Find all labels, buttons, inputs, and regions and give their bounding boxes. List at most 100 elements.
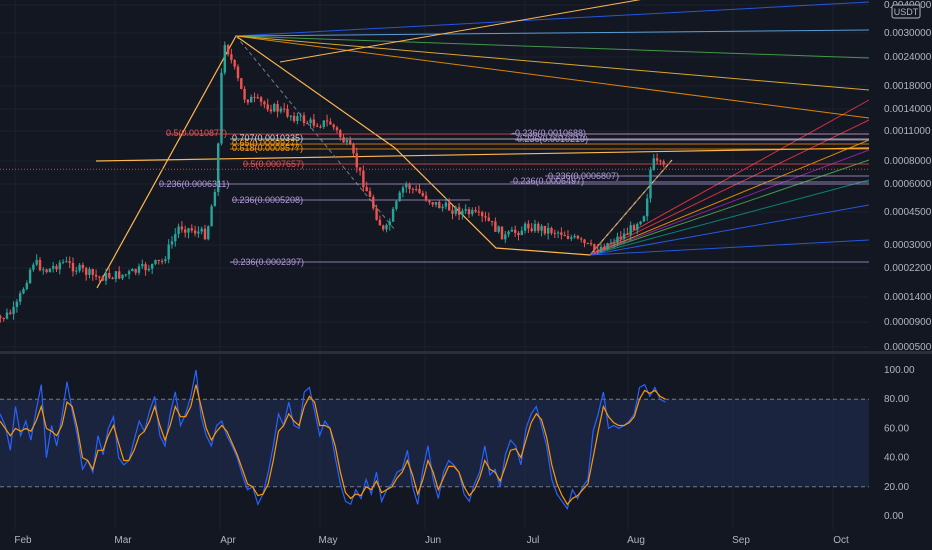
candle-body[interactable] [203, 228, 207, 240]
candle-body[interactable] [233, 60, 236, 67]
candle-body[interactable] [484, 216, 487, 218]
candle-body[interactable] [190, 228, 193, 231]
candle-body[interactable] [32, 264, 35, 270]
candle-body[interactable] [487, 217, 490, 221]
candle-body[interactable] [556, 232, 560, 234]
candle-body[interactable] [405, 184, 408, 188]
candle-body[interactable] [421, 193, 424, 196]
candle-body[interactable] [395, 201, 398, 209]
candle-body[interactable] [289, 115, 292, 117]
candles-group[interactable] [0, 41, 665, 327]
candle-body[interactable] [141, 264, 144, 267]
candle-body[interactable] [649, 169, 652, 199]
candle-body[interactable] [223, 45, 226, 73]
candle-body[interactable] [589, 243, 593, 245]
candle-body[interactable] [15, 301, 19, 307]
candle-body[interactable] [111, 277, 114, 280]
candle-body[interactable] [75, 270, 78, 272]
candle-body[interactable] [315, 125, 319, 127]
candle-body[interactable] [98, 276, 101, 278]
candle-body[interactable] [306, 122, 309, 124]
candle-body[interactable] [101, 276, 104, 281]
candle-body[interactable] [296, 116, 299, 121]
candle-body[interactable] [216, 143, 220, 192]
candle-body[interactable] [418, 188, 421, 194]
candle-body[interactable] [121, 274, 124, 279]
candle-body[interactable] [259, 97, 263, 102]
candle-body[interactable] [94, 274, 98, 277]
candle-body[interactable] [108, 273, 111, 278]
candle-body[interactable] [451, 210, 454, 214]
candle-body[interactable] [170, 241, 174, 245]
candle-body[interactable] [131, 269, 134, 272]
candle-body[interactable] [167, 244, 170, 260]
candle-body[interactable] [302, 115, 306, 123]
candle-body[interactable] [533, 223, 537, 232]
candle-body[interactable] [240, 78, 243, 89]
candle-body[interactable] [200, 228, 203, 232]
candle-body[interactable] [220, 72, 223, 144]
candle-body[interactable] [375, 208, 378, 220]
candle-body[interactable] [504, 234, 507, 240]
candle-body[interactable] [263, 101, 266, 105]
candle-body[interactable] [477, 211, 481, 213]
candle-body[interactable] [593, 244, 596, 251]
candle-body[interactable] [137, 266, 141, 273]
candle-body[interactable] [606, 243, 609, 250]
candle-body[interactable] [428, 200, 431, 203]
candle-body[interactable] [474, 210, 477, 212]
candle-body[interactable] [355, 153, 358, 168]
candle-body[interactable] [164, 259, 167, 262]
candle-body[interactable] [352, 144, 355, 154]
candle-body[interactable] [424, 195, 428, 201]
candle-body[interactable] [329, 121, 332, 125]
candle-body[interactable] [61, 261, 65, 263]
candle-body[interactable] [441, 206, 444, 209]
candle-body[interactable] [68, 261, 71, 263]
candle-body[interactable] [273, 103, 276, 112]
candle-body[interactable] [210, 206, 213, 227]
candle-body[interactable] [180, 226, 184, 230]
candle-body[interactable] [35, 259, 38, 265]
candle-body[interactable] [454, 207, 457, 214]
candle-body[interactable] [286, 108, 289, 117]
candle-body[interactable] [583, 239, 586, 244]
candle-body[interactable] [636, 224, 639, 231]
candle-body[interactable] [117, 271, 121, 279]
candle-body[interactable] [612, 242, 616, 244]
candle-body[interactable] [457, 207, 461, 215]
candle-body[interactable] [269, 109, 273, 112]
candle-body[interactable] [5, 312, 9, 319]
candle-body[interactable] [154, 259, 157, 264]
candle-body[interactable] [622, 233, 626, 239]
candle-body[interactable] [124, 274, 127, 276]
candle-body[interactable] [127, 271, 131, 275]
candle-body[interactable] [490, 220, 494, 222]
candle-body[interactable] [431, 202, 434, 205]
candle-body[interactable] [279, 108, 283, 112]
candle-body[interactable] [537, 223, 540, 231]
candle-body[interactable] [570, 237, 573, 239]
candle-body[interactable] [494, 221, 497, 232]
candle-body[interactable] [332, 124, 335, 128]
candle-body[interactable] [368, 191, 372, 197]
candle-body[interactable] [576, 235, 580, 239]
candle-body[interactable] [78, 264, 81, 271]
candle-body[interactable] [414, 188, 418, 190]
candle-body[interactable] [652, 158, 655, 170]
candle-body[interactable] [144, 264, 147, 271]
candle-body[interactable] [655, 158, 659, 161]
candle-body[interactable] [599, 246, 603, 252]
candle-body[interactable] [629, 225, 632, 235]
candle-body[interactable] [38, 259, 42, 271]
candle-body[interactable] [213, 191, 217, 207]
candle-body[interactable] [566, 235, 570, 239]
candle-body[interactable] [207, 226, 210, 240]
candle-body[interactable] [444, 202, 448, 207]
candle-body[interactable] [510, 229, 514, 232]
candle-body[interactable] [9, 312, 12, 314]
candle-body[interactable] [398, 192, 401, 202]
candle-body[interactable] [461, 210, 464, 215]
candle-body[interactable] [550, 227, 553, 234]
